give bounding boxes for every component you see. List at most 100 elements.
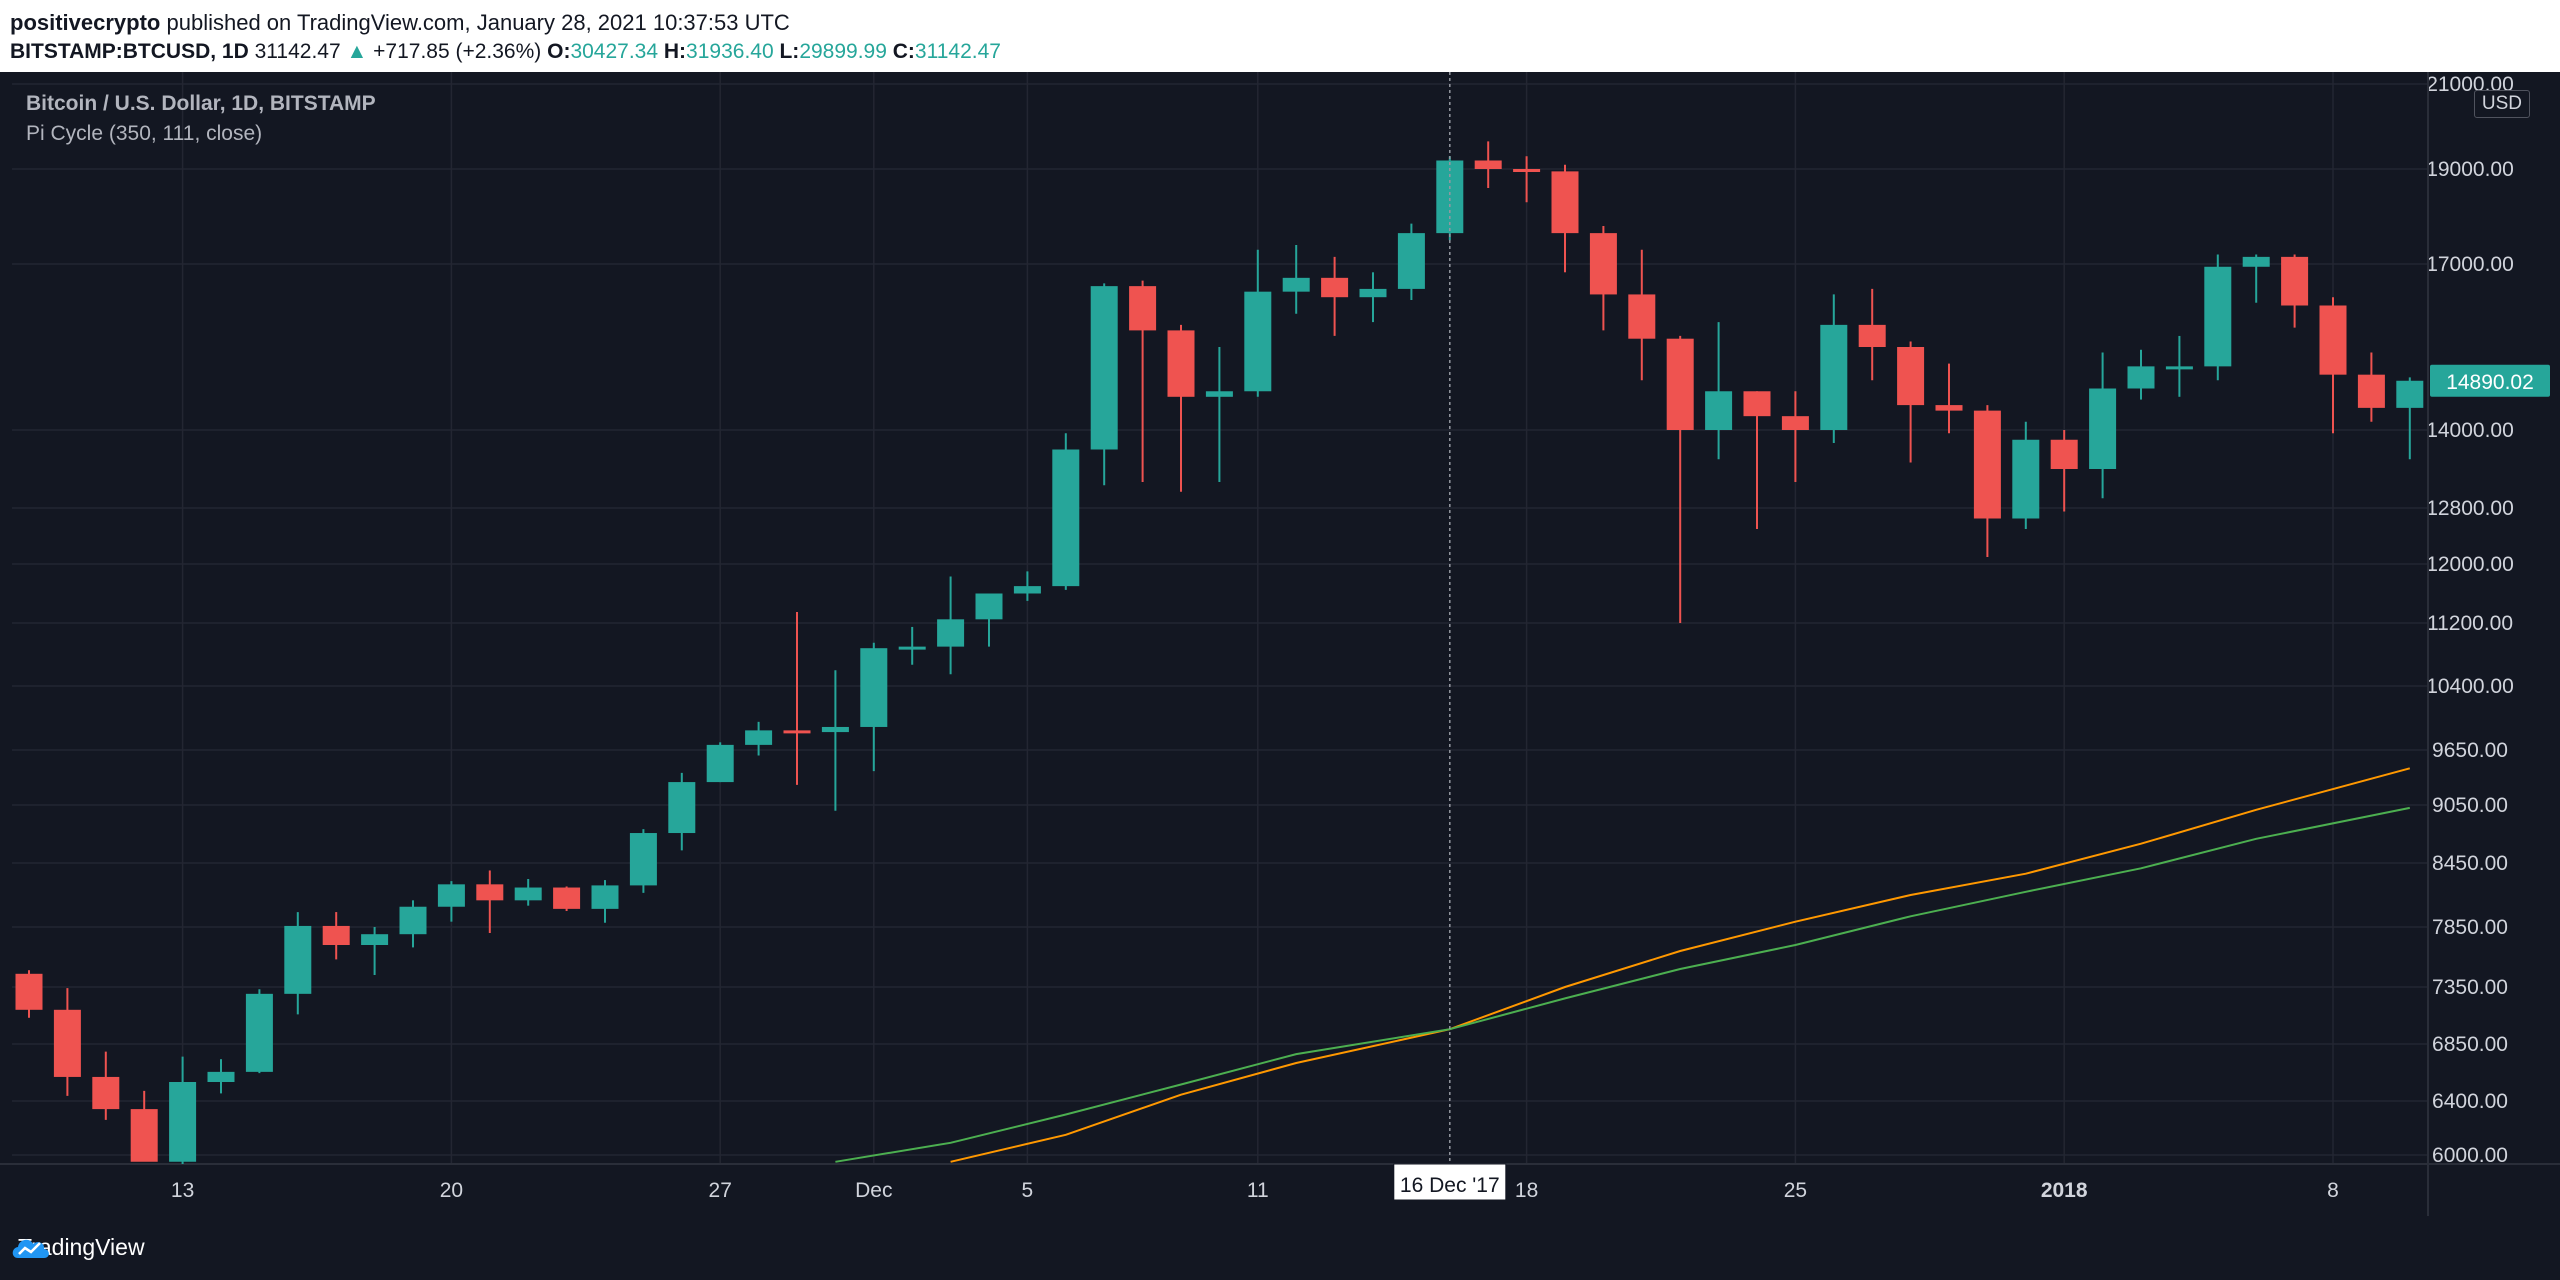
x-tick-label: 27	[709, 1179, 732, 1202]
candle-body[interactable]	[1858, 324, 1886, 347]
x-tick-label: 13	[171, 1179, 194, 1202]
candle-body[interactable]	[2319, 305, 2347, 375]
candle-body[interactable]	[629, 833, 657, 886]
y-tick-label: 6000.00	[2432, 1144, 2508, 1167]
candle-body[interactable]	[1666, 338, 1694, 430]
candle-body[interactable]	[2204, 266, 2232, 367]
candle-body[interactable]	[245, 993, 273, 1072]
x-tick-label: 5	[1022, 1179, 1034, 1202]
candle-body[interactable]	[130, 1109, 158, 1162]
x-tick-label: 11	[1247, 1179, 1269, 1202]
moving-average-line	[835, 806, 2410, 1163]
y-tick-label: 9050.00	[2432, 794, 2508, 817]
footer: TradingView	[0, 1216, 2560, 1280]
y-tick-label: 8450.00	[2432, 852, 2508, 875]
candle-body[interactable]	[322, 925, 350, 945]
candle-body[interactable]	[437, 884, 465, 907]
candle-body[interactable]	[1244, 291, 1272, 392]
candle-body[interactable]	[1589, 233, 1617, 295]
x-tick-label: Dec	[855, 1179, 892, 1202]
candle-body[interactable]	[2012, 439, 2040, 519]
candle-body[interactable]	[1436, 160, 1464, 234]
candle-body[interactable]	[476, 884, 504, 901]
y-tick-label: 6850.00	[2432, 1033, 2508, 1056]
candle-body[interactable]	[361, 934, 389, 945]
candle-body[interactable]	[2050, 439, 2078, 469]
candle-body[interactable]	[937, 619, 965, 647]
candle-body[interactable]	[53, 1009, 81, 1077]
candle-body[interactable]	[2357, 374, 2385, 408]
candle-body[interactable]	[860, 648, 888, 727]
candle-body[interactable]	[2127, 366, 2155, 389]
y-tick-label: 12000.00	[2426, 553, 2514, 576]
candle-body[interactable]	[1282, 277, 1310, 292]
candles-group	[15, 141, 2424, 1164]
candle-body[interactable]	[1167, 330, 1195, 397]
candle-body[interactable]	[2089, 388, 2117, 470]
candle-body[interactable]	[783, 730, 811, 734]
candle-body[interactable]	[591, 885, 619, 909]
candle-body[interactable]	[821, 726, 849, 733]
candle-body[interactable]	[1513, 169, 1541, 172]
candle-body[interactable]	[1129, 286, 1157, 331]
candle-body[interactable]	[169, 1082, 197, 1162]
last-price-box	[2430, 364, 2550, 397]
candle-body[interactable]	[514, 887, 542, 901]
candle-body[interactable]	[92, 1076, 120, 1110]
candle-body[interactable]	[2242, 256, 2270, 267]
published-text: published on TradingView.com, January 28…	[160, 10, 790, 35]
candle-body[interactable]	[1359, 288, 1387, 298]
candle-body[interactable]	[975, 593, 1003, 620]
y-tick-label: 17000.00	[2426, 253, 2514, 276]
candle-body[interactable]	[1474, 160, 1502, 170]
open-value: 30427.34	[570, 40, 659, 63]
candle-body[interactable]	[668, 782, 696, 834]
candle-body[interactable]	[1551, 171, 1579, 234]
candle-body[interactable]	[1397, 233, 1425, 289]
cloud-icon	[12, 1239, 49, 1258]
candle-body[interactable]	[284, 925, 312, 994]
candle-body[interactable]	[1973, 410, 2001, 519]
candle-body[interactable]	[1090, 286, 1118, 450]
candle-body[interactable]	[898, 646, 926, 650]
tradingview-logo[interactable]: TradingView	[10, 1234, 145, 1261]
candle-body[interactable]	[1321, 277, 1349, 298]
y-tick-label: 11200.00	[2427, 612, 2513, 635]
candle-body[interactable]	[2396, 380, 2424, 408]
candle-body[interactable]	[745, 730, 773, 745]
triangle-up-icon: ▲	[346, 40, 368, 63]
author-name[interactable]: positivecrypto	[10, 10, 161, 35]
candle-body[interactable]	[399, 906, 427, 935]
candle-body[interactable]	[207, 1071, 235, 1082]
candle-body[interactable]	[1052, 449, 1080, 587]
chart-legend: Bitcoin / U.S. Dollar, 1D, BITSTAMP Pi C…	[26, 92, 376, 152]
moving-average-line	[950, 767, 2411, 1163]
candle-body[interactable]	[1781, 416, 1809, 430]
candle-body[interactable]	[553, 887, 581, 909]
candle-body[interactable]	[15, 973, 43, 1010]
candle-body[interactable]	[706, 744, 734, 783]
candle-body[interactable]	[1820, 324, 1848, 430]
last-price: 31142.47	[254, 40, 341, 63]
candle-body[interactable]	[1935, 405, 1963, 411]
y-tick-label: 7350.00	[2432, 976, 2508, 999]
publish-header: positivecrypto published on TradingView.…	[0, 0, 2560, 72]
y-tick-label: 10400.00	[2426, 675, 2514, 698]
candle-body[interactable]	[1628, 294, 1656, 339]
y-tick-label: 14000.00	[2426, 419, 2514, 442]
crosshair-date-label: 16 Dec '17	[1400, 1174, 1500, 1197]
candle-body[interactable]	[2281, 256, 2309, 306]
candle-body[interactable]	[1705, 391, 1733, 430]
currency-badge[interactable]: USD	[2473, 90, 2530, 118]
candle-body[interactable]	[2165, 366, 2193, 370]
candlestick-chart[interactable]: 21000.0019000.0017000.0014000.0012800.00…	[0, 72, 2560, 1216]
candle-body[interactable]	[1897, 347, 1925, 406]
high-label: H:	[663, 40, 687, 63]
close-label: C:	[892, 40, 915, 63]
candle-body[interactable]	[1013, 586, 1041, 594]
x-tick-label: 25	[1784, 1179, 1807, 1202]
chart-area[interactable]: 21000.00 19000.00 17000.00 14000.00 12800.00…	[0, 72, 2560, 1216]
x-tick-label: 20	[440, 1179, 463, 1202]
candle-body[interactable]	[1205, 391, 1233, 397]
candle-body[interactable]	[1743, 391, 1771, 417]
